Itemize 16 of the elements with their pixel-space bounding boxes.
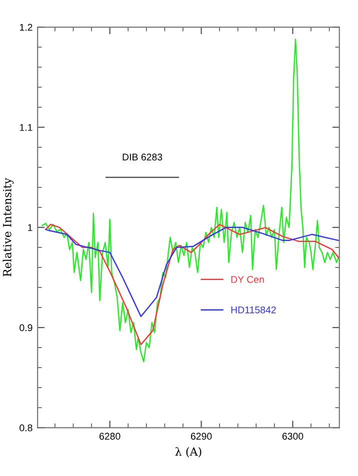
line-series bbox=[45, 224, 340, 346]
y-tick-label: 1.1 bbox=[20, 124, 32, 131]
y-tick-label: 1 bbox=[28, 224, 32, 231]
y-axis-title: Relative Intensity bbox=[2, 178, 14, 276]
line-series bbox=[42, 38, 340, 362]
x-tick-label: 6280 bbox=[100, 432, 120, 440]
legend-label: HD115842 bbox=[231, 306, 276, 314]
y-tick-label: 1.2 bbox=[20, 24, 32, 31]
line-series bbox=[45, 226, 340, 318]
legend-label: DY Cen bbox=[231, 276, 264, 283]
x-tick-label: 6300 bbox=[282, 432, 304, 440]
y-tick-label: 0.9 bbox=[20, 324, 32, 332]
x-axis-title: λ (A) bbox=[175, 447, 202, 458]
annotation: DIB 6283 bbox=[122, 154, 162, 161]
x-tick-label: 6290 bbox=[190, 432, 212, 440]
y-tick-label: 0.8 bbox=[20, 424, 32, 432]
